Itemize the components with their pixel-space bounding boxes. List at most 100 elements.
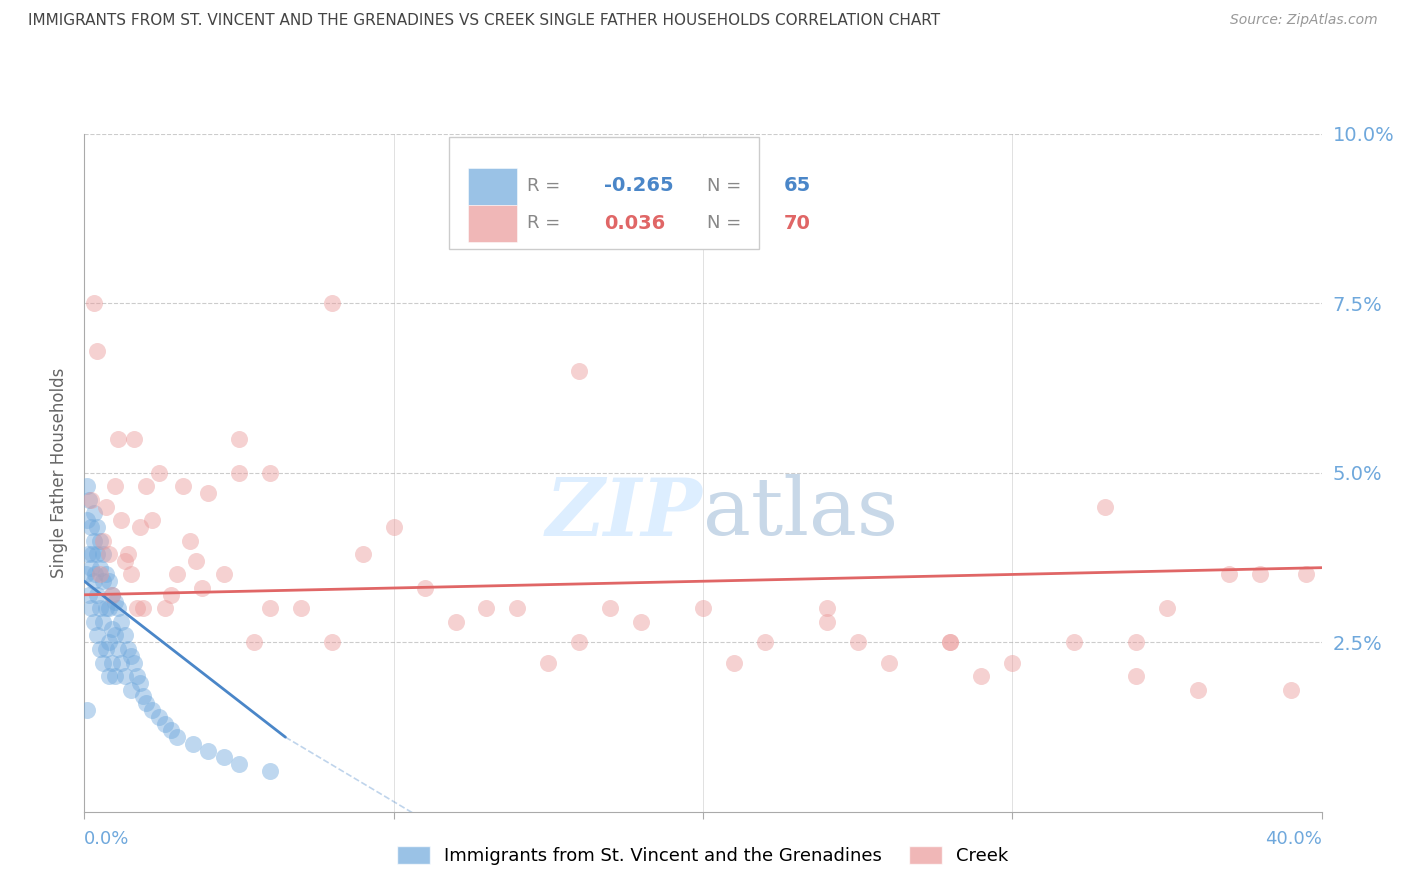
Point (630, 615, 652, 629)
Point (91, 615, 114, 629)
Point (197, 486, 219, 500)
Legend: Immigrants from St. Vincent and the Grenadines, Creek: Immigrants from St. Vincent and the Gren… (388, 837, 1018, 874)
Point (89, 601, 111, 615)
FancyBboxPatch shape (468, 168, 517, 205)
Point (77, 547, 100, 561)
Point (91, 533, 114, 548)
Point (82, 547, 104, 561)
Point (101, 656, 124, 670)
Point (352, 547, 374, 561)
Point (212, 750, 235, 764)
Point (120, 682, 142, 697)
Point (212, 567, 235, 582)
Point (181, 737, 204, 751)
Point (135, 479, 157, 493)
Point (197, 744, 219, 758)
Point (321, 635, 343, 649)
Text: IMMIGRANTS FROM ST. VINCENT AND THE GRENADINES VS CREEK SINGLE FATHER HOUSEHOLDS: IMMIGRANTS FROM ST. VINCENT AND THE GREN… (28, 13, 941, 29)
Point (243, 635, 266, 649)
Point (77, 588, 100, 602)
Point (104, 628, 127, 642)
Point (91, 547, 114, 561)
Text: ZIP: ZIP (546, 475, 703, 552)
Point (1279, 682, 1302, 697)
Point (568, 635, 591, 649)
Point (94, 642, 117, 657)
Point (89, 560, 111, 574)
Point (413, 581, 436, 595)
Point (114, 554, 136, 568)
Point (98, 635, 121, 649)
Point (290, 601, 312, 615)
Point (117, 547, 139, 561)
Point (79, 520, 101, 534)
Point (132, 690, 155, 704)
Point (120, 567, 142, 582)
Point (89, 533, 111, 548)
Text: -0.265: -0.265 (605, 177, 673, 195)
Point (1001, 656, 1024, 670)
Point (114, 669, 136, 683)
Point (228, 432, 250, 446)
Point (160, 588, 183, 602)
Point (83, 507, 105, 521)
Point (939, 635, 962, 649)
Text: 0.036: 0.036 (605, 214, 665, 233)
Point (110, 513, 132, 527)
Point (91, 574, 114, 589)
Point (104, 479, 127, 493)
Point (94, 567, 117, 582)
Point (1187, 682, 1209, 697)
Point (939, 635, 962, 649)
Point (141, 513, 163, 527)
Point (107, 642, 129, 657)
Point (1063, 635, 1085, 649)
Point (153, 601, 176, 615)
Text: 0.0%: 0.0% (84, 830, 129, 847)
Point (228, 466, 250, 480)
Point (104, 669, 127, 683)
Point (321, 296, 343, 310)
Point (153, 716, 176, 731)
Point (191, 581, 214, 595)
Point (114, 628, 136, 642)
Point (122, 432, 145, 446)
Point (537, 656, 560, 670)
Point (107, 432, 129, 446)
FancyBboxPatch shape (468, 205, 517, 243)
Point (1125, 635, 1147, 649)
Text: R =: R = (527, 214, 567, 232)
Point (135, 696, 157, 710)
Point (98, 547, 121, 561)
Point (98, 574, 121, 589)
Point (86, 628, 108, 642)
Point (79, 492, 101, 507)
Point (86, 588, 108, 602)
Point (86, 343, 108, 358)
Point (76, 479, 98, 493)
Point (120, 648, 142, 663)
Point (132, 601, 155, 615)
Point (475, 601, 498, 615)
Point (125, 601, 148, 615)
Point (110, 615, 132, 629)
Point (815, 615, 838, 629)
Text: R =: R = (527, 177, 567, 195)
Point (444, 615, 467, 629)
Point (91, 656, 114, 670)
FancyBboxPatch shape (450, 137, 759, 249)
Point (1295, 567, 1317, 582)
Point (129, 676, 152, 690)
Point (179, 533, 201, 548)
Point (122, 656, 145, 670)
Point (228, 757, 250, 772)
Point (754, 635, 776, 649)
Point (877, 656, 900, 670)
Text: 70: 70 (783, 214, 810, 233)
Point (101, 588, 124, 602)
Text: 65: 65 (783, 177, 811, 195)
Point (104, 594, 127, 608)
Point (723, 656, 745, 670)
Point (83, 296, 105, 310)
Point (98, 669, 121, 683)
